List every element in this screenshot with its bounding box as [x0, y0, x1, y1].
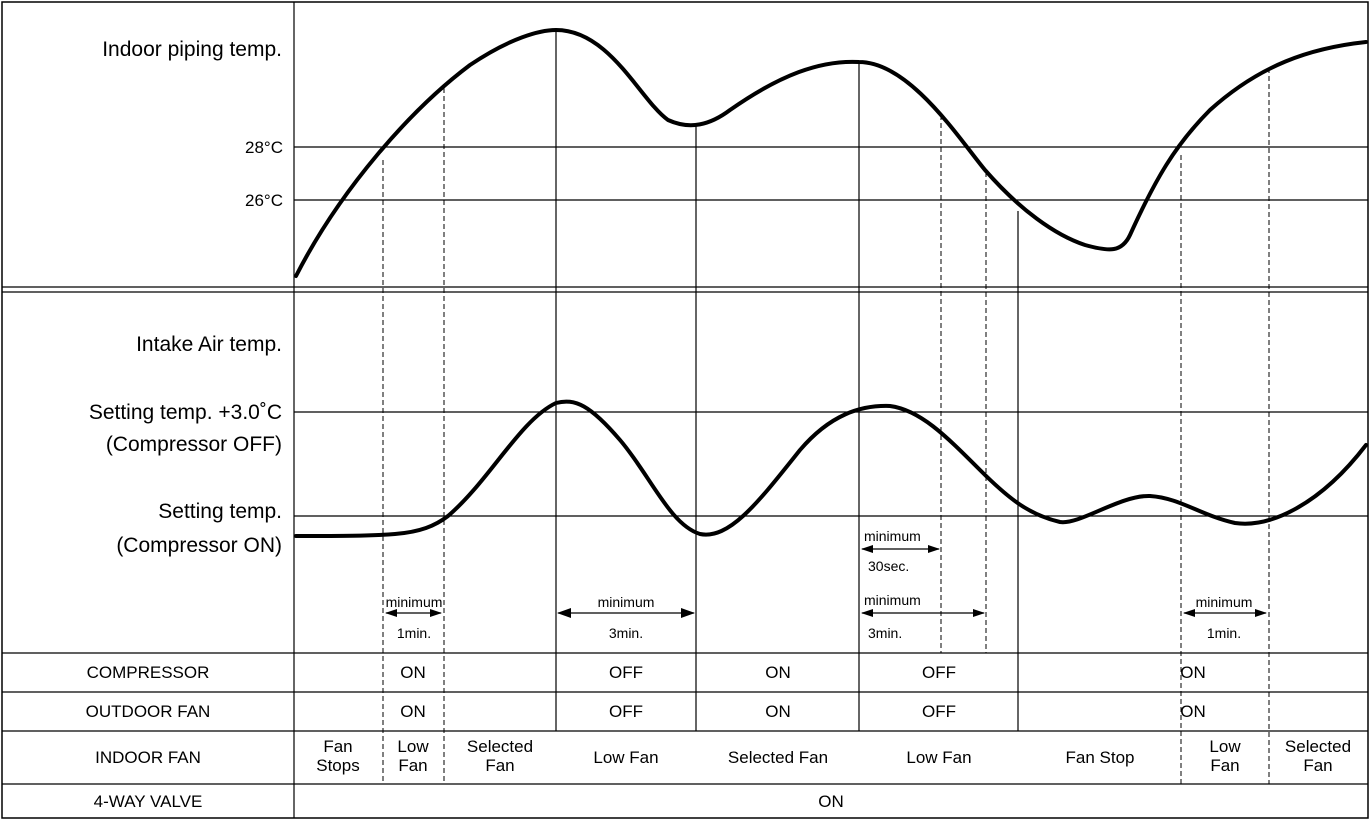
indoor-fan-state: Fan: [323, 737, 352, 756]
intake-air-temp-curve: [294, 399, 1368, 538]
indoor-fan-state: Low: [1209, 737, 1241, 756]
indoor-fan-state: Fan: [398, 756, 427, 775]
indoor-piping-temp-label: Indoor piping temp.: [102, 38, 282, 61]
arrowhead: [681, 608, 695, 618]
arrowhead: [430, 609, 442, 617]
arrowhead: [861, 545, 873, 553]
intake-air-temp-label: Intake Air temp.: [136, 333, 282, 356]
indoor-fan-state: Fan Stop: [1066, 748, 1135, 767]
compressor-state: ON: [1180, 663, 1206, 682]
compressor-on-threshold-label: Setting temp.: [158, 500, 282, 523]
timer-1-top: minimum: [386, 594, 443, 610]
outdoor-fan-state: ON: [765, 702, 791, 721]
row-label-indoor-fan: INDOOR FAN: [95, 748, 201, 767]
compressor-state: OFF: [609, 663, 643, 682]
arrowhead: [557, 608, 571, 618]
compressor-off-threshold-label: Setting temp. +3.0˚C: [89, 401, 282, 424]
timer-1-bottom: 1min.: [397, 625, 431, 641]
tick-28c: 28°C: [245, 138, 283, 157]
outdoor-fan-state: ON: [1180, 702, 1206, 721]
arrowhead: [861, 609, 873, 617]
timer-5-top: minimum: [1196, 594, 1253, 610]
timer-5-bottom: 1min.: [1207, 625, 1241, 641]
indoor-fan-state: Low Fan: [906, 748, 971, 767]
indoor-piping-temp-curve: [294, 28, 1368, 278]
compressor-state: OFF: [922, 663, 956, 682]
outdoor-fan-state: ON: [400, 702, 426, 721]
row-label-outdoor-fan: OUTDOOR FAN: [86, 702, 211, 721]
indoor-fan-state: Low: [397, 737, 429, 756]
four-way-valve-state: ON: [818, 792, 844, 811]
timer-2-top: minimum: [598, 594, 655, 610]
indoor-fan-state: Low Fan: [593, 748, 658, 767]
timer-4-bottom: 3min.: [868, 625, 902, 641]
arrowhead: [928, 545, 940, 553]
indoor-fan-state: Selected: [1285, 737, 1351, 756]
compressor-on-threshold-sub: (Compressor ON): [116, 534, 282, 557]
timer-3-top: minimum: [864, 528, 921, 544]
row-label-compressor: COMPRESSOR: [87, 663, 210, 682]
indoor-fan-state: Selected Fan: [728, 748, 828, 767]
compressor-off-threshold-sub: (Compressor OFF): [106, 433, 282, 456]
timer-arrows: [385, 545, 1267, 618]
indoor-fan-state: Fan: [1303, 756, 1332, 775]
row-label-4-way-valve: 4-WAY VALVE: [94, 792, 203, 811]
timer-4-top: minimum: [864, 592, 921, 608]
timer-2-bottom: 3min.: [609, 625, 643, 641]
indoor-fan-state: Fan: [1210, 756, 1239, 775]
compressor-state: ON: [765, 663, 791, 682]
compressor-state: ON: [400, 663, 426, 682]
arrowhead: [1255, 609, 1267, 617]
timer-3-bottom: 30sec.: [868, 558, 909, 574]
arrowhead: [385, 609, 397, 617]
arrowhead: [1183, 609, 1195, 617]
arrowhead: [973, 609, 985, 617]
indoor-fan-state: Selected: [467, 737, 533, 756]
outdoor-fan-state: OFF: [609, 702, 643, 721]
indoor-fan-state: Stops: [316, 756, 359, 775]
tick-26c: 26°C: [245, 191, 283, 210]
outdoor-fan-state: OFF: [922, 702, 956, 721]
indoor-fan-state: Fan: [485, 756, 514, 775]
